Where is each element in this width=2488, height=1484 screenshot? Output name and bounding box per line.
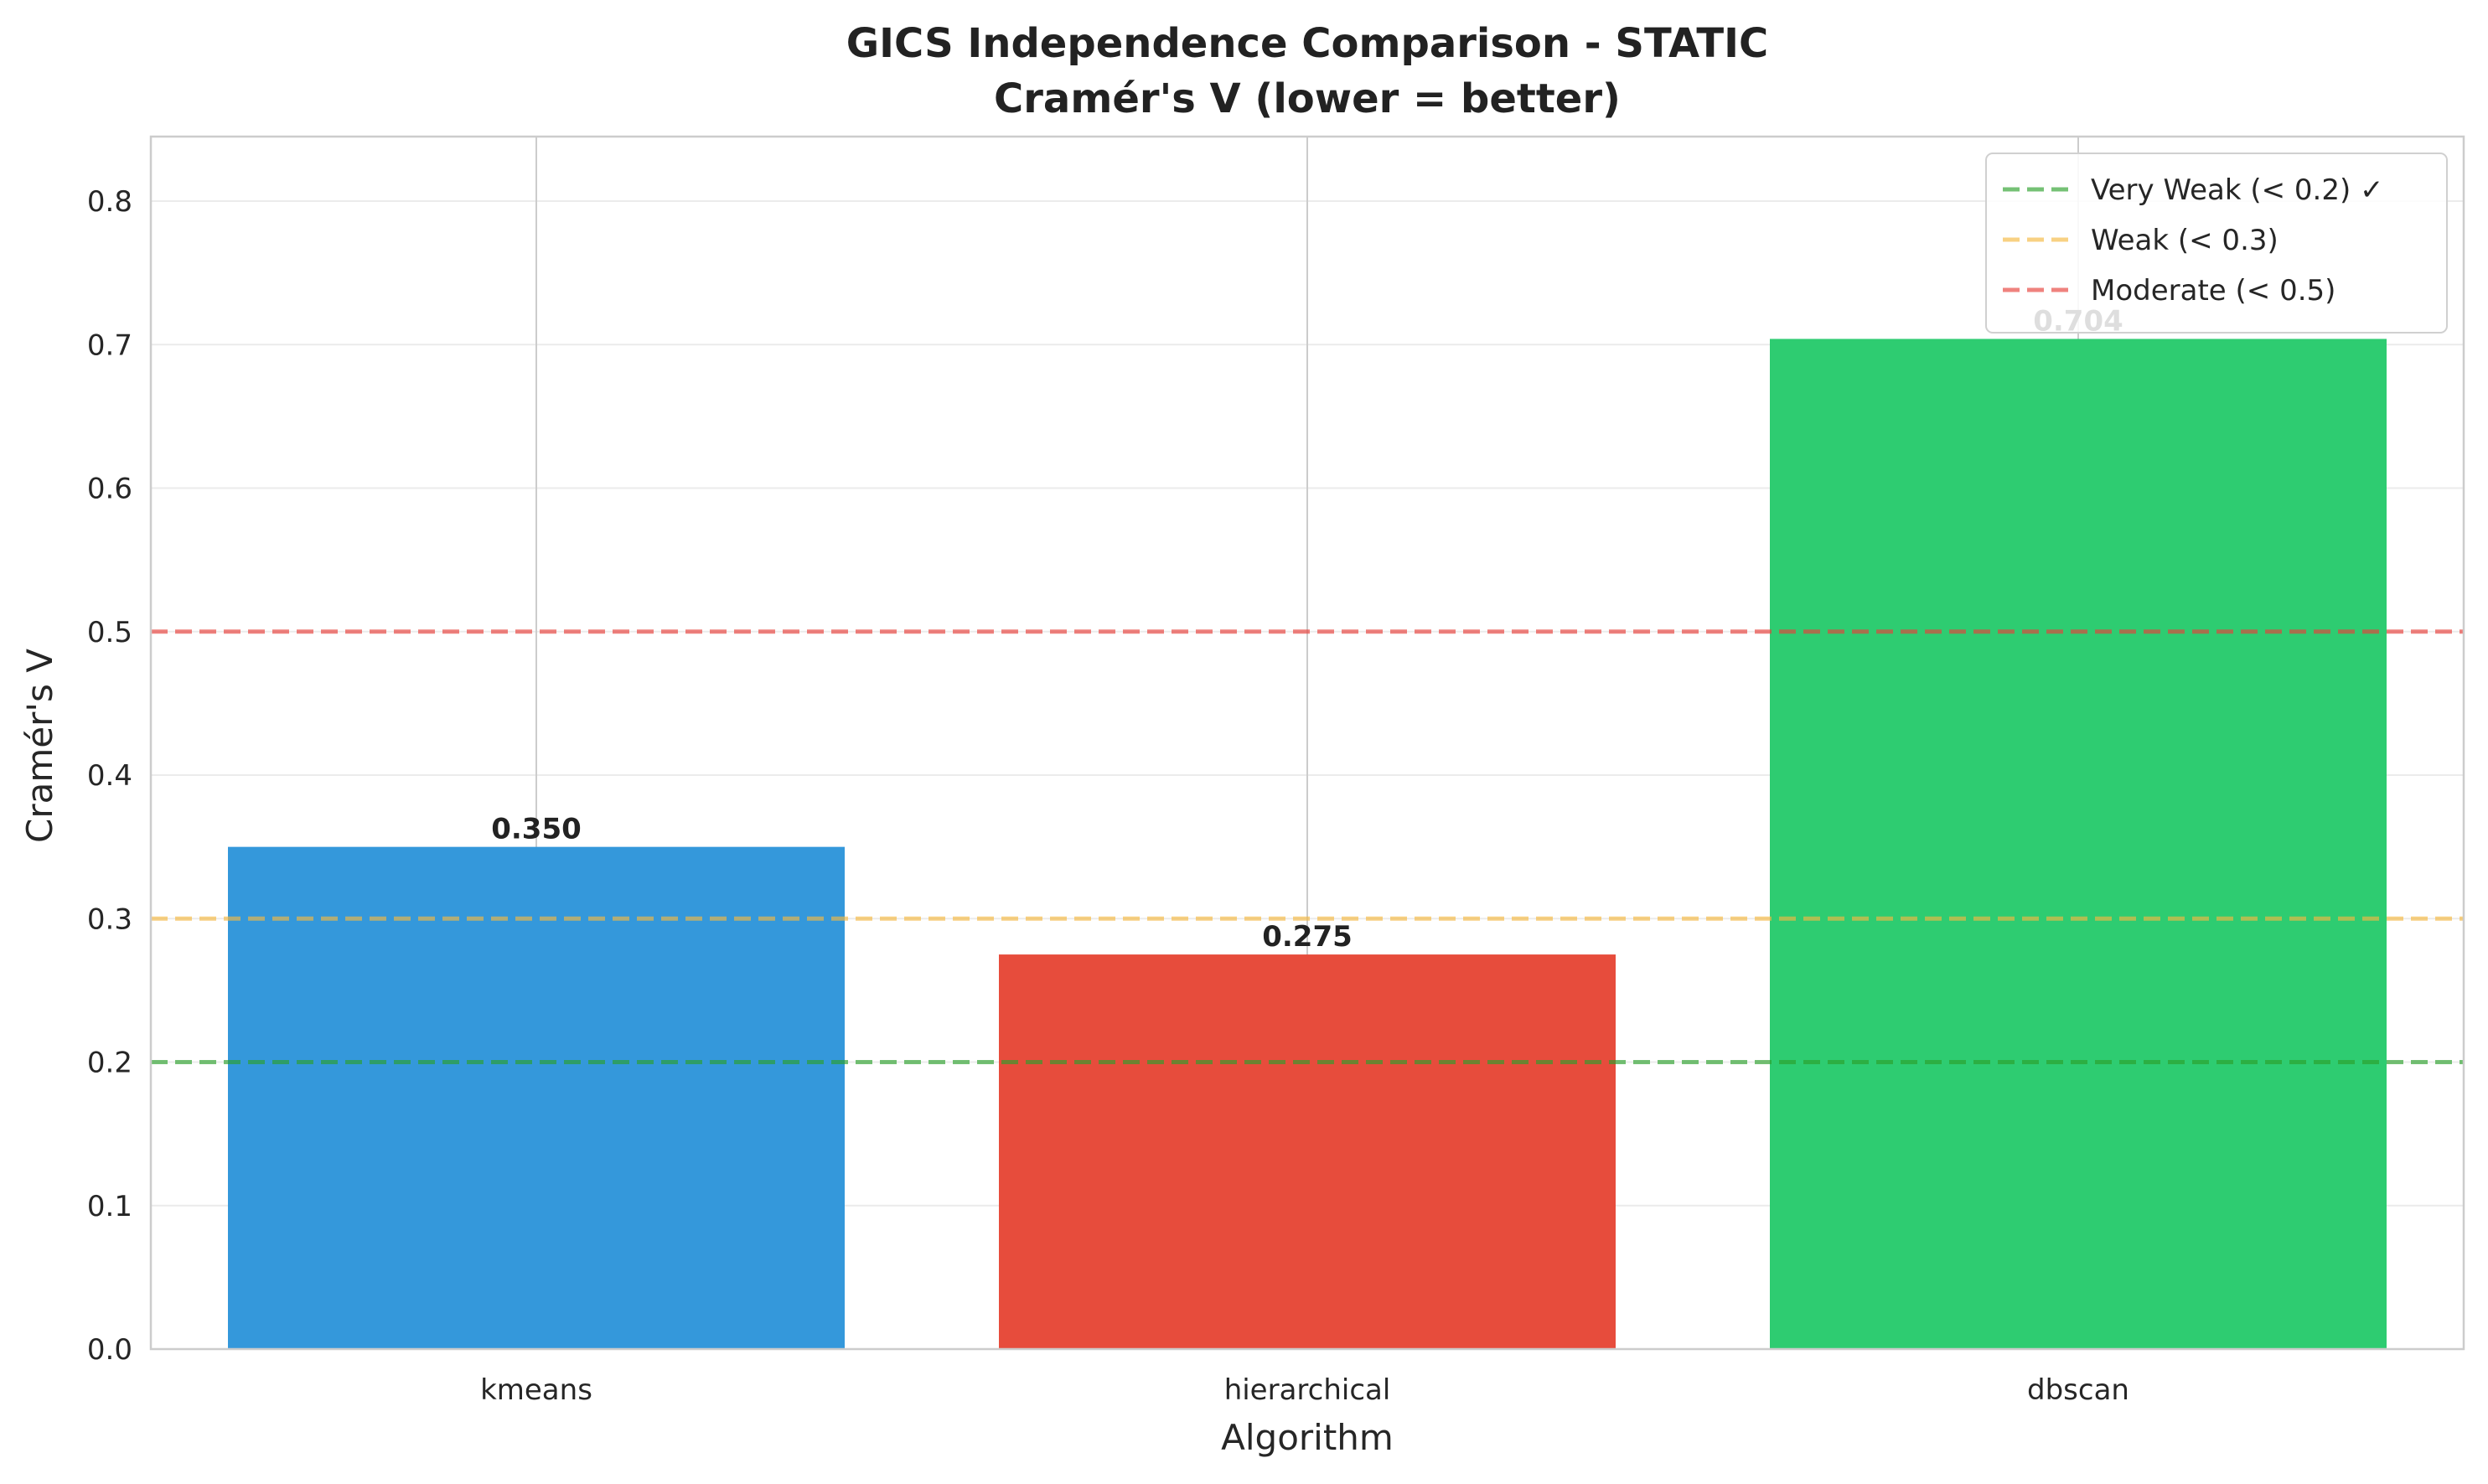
x-tick-label: kmeans (480, 1373, 592, 1407)
bar-kmeans[interactable] (228, 846, 845, 1349)
y-tick-label: 0.4 (87, 759, 132, 793)
bar-hierarchical[interactable] (999, 954, 1616, 1349)
x-tick-label: dbscan (2027, 1373, 2129, 1407)
legend-box (1985, 153, 2448, 334)
y-tick-label: 0.8 (87, 185, 132, 219)
bar-value-label: 0.350 (491, 813, 582, 846)
legend: Very Weak (< 0.2) ✓ Weak (< 0.3) Moderate … (1985, 153, 2448, 334)
chart-subtitle: Cramér's V (lower = better) (994, 75, 1621, 122)
y-tick-label: 0.5 (87, 616, 132, 649)
bar-dbscan[interactable] (1770, 339, 2387, 1350)
x-axis-label: Algorithm (1221, 1417, 1394, 1458)
legend-entry-label: Weak (< 0.3) (2091, 224, 2279, 257)
legend-entry-label: Moderate (< 0.5) (2091, 274, 2335, 308)
y-tick-label: 0.7 (87, 328, 132, 362)
x-tick-label: hierarchical (1224, 1373, 1391, 1407)
bar-value-label: 0.275 (1262, 920, 1353, 954)
y-axis-label: Cramér's V (19, 649, 60, 843)
y-tick-label: 0.0 (87, 1333, 132, 1367)
y-tick-label: 0.3 (87, 902, 132, 936)
y-tick-label: 0.6 (87, 473, 132, 506)
y-tick-label: 0.2 (87, 1047, 132, 1080)
y-tick-label: 0.1 (87, 1190, 132, 1223)
chart-title: GICS Independence Comparison - STATIC (846, 20, 1768, 67)
legend-entry-label: Very Weak (< 0.2) ✓ (2091, 173, 2384, 207)
plot-frame (149, 135, 2465, 1351)
plot-area (151, 137, 2464, 1350)
